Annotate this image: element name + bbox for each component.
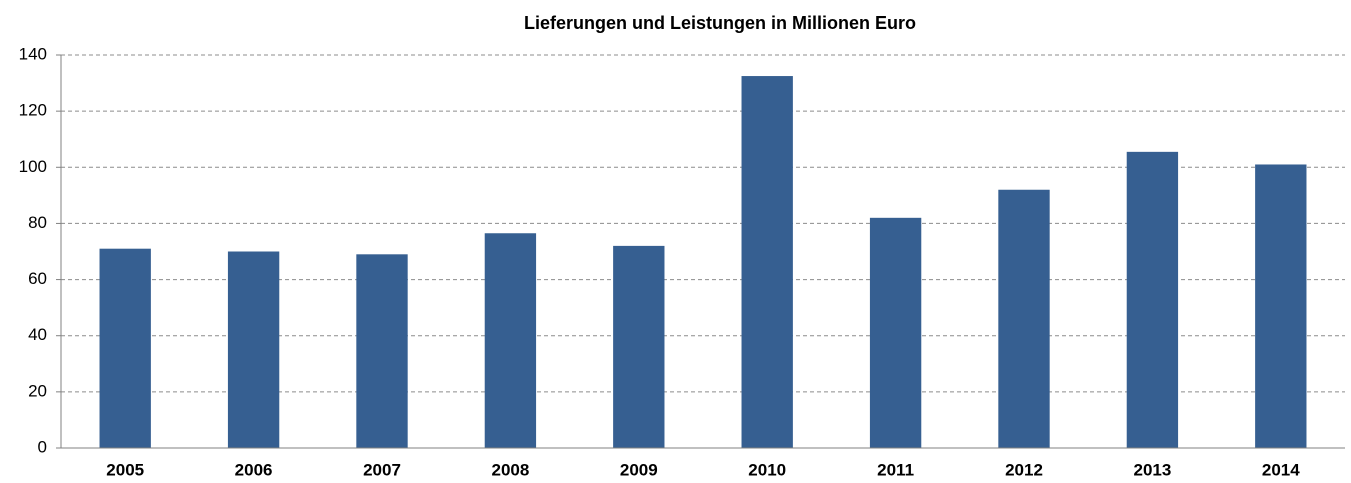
bar	[998, 189, 1050, 448]
bar	[99, 248, 151, 448]
x-tick-label: 2007	[363, 460, 401, 479]
bar	[1126, 151, 1179, 448]
x-tick-label: 2006	[235, 460, 273, 479]
x-tick-label: 2012	[1005, 460, 1043, 479]
y-tick-label: 100	[19, 157, 47, 176]
x-tick-label: 2011	[877, 460, 914, 479]
y-tick-label: 40	[28, 325, 47, 344]
bar	[1255, 164, 1307, 448]
bar	[869, 217, 922, 448]
bar	[613, 245, 665, 448]
x-tick-label: 2005	[106, 460, 144, 479]
x-tick-label: 2014	[1262, 460, 1300, 479]
x-tick-label: 2009	[620, 460, 658, 479]
y-tick-label: 140	[19, 44, 47, 63]
x-tick-label: 2013	[1133, 460, 1171, 479]
y-tick-label: 80	[28, 213, 47, 232]
x-tick-label: 2010	[748, 460, 786, 479]
y-tick-label: 20	[28, 381, 47, 400]
chart-title: Lieferungen und Leistungen in Millionen …	[524, 13, 916, 33]
y-tick-label: 120	[19, 101, 47, 120]
bar	[227, 251, 280, 448]
y-tick-label: 60	[28, 269, 47, 288]
x-tick-label: 2008	[491, 460, 529, 479]
bar	[484, 233, 537, 448]
bar	[741, 76, 793, 448]
y-tick-label: 0	[38, 437, 47, 456]
bar	[356, 254, 408, 448]
